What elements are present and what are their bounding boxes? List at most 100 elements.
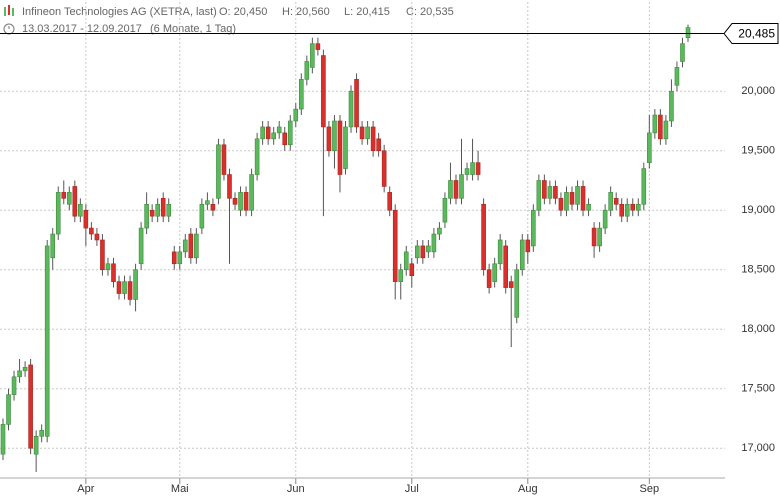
candle-body (321, 55, 326, 128)
candle-body (78, 203, 83, 217)
candle-body (376, 138, 381, 152)
candle-body (28, 364, 33, 449)
candle-body (453, 180, 459, 199)
candle-body (658, 114, 663, 140)
y-tick-label: 19,500 (741, 145, 775, 157)
candle-body (387, 192, 392, 211)
candle-body (17, 370, 22, 378)
candle-body (580, 186, 586, 211)
candle-body (431, 233, 437, 253)
x-tick-label: Sep (640, 483, 660, 495)
candle-body (630, 203, 636, 211)
ohlc-info: H: 20,560 (282, 6, 330, 18)
candle-body (89, 227, 94, 235)
candle-body (392, 209, 398, 282)
candle-body (6, 394, 11, 425)
candle-body (647, 132, 652, 163)
x-tick-label: Mai (171, 483, 189, 495)
candle-body (525, 239, 531, 253)
y-tick-label: 20,000 (741, 85, 775, 97)
header-icon (3, 5, 15, 35)
candle-body (398, 269, 404, 282)
candle-body (232, 198, 238, 205)
candle-body (149, 209, 155, 217)
candle-body (591, 227, 597, 247)
y-tick-label: 17,000 (741, 442, 775, 454)
candle-body (166, 203, 172, 217)
candle-body (669, 90, 674, 122)
candle-body (481, 203, 486, 271)
candle-body (188, 233, 194, 259)
candle-body (94, 233, 100, 241)
candle-body (55, 192, 61, 235)
candle-body (254, 138, 260, 175)
last-price-box (723, 23, 779, 45)
candle-body (127, 281, 133, 300)
candle-body (11, 376, 17, 395)
candle-body (326, 126, 332, 152)
last-price-label: 20,485 (738, 27, 775, 41)
y-tick-label: 18,500 (741, 264, 775, 276)
candle-body (210, 203, 216, 211)
candle-body (575, 186, 580, 205)
candle-body (177, 251, 183, 265)
candle-body (155, 203, 160, 217)
candle-body (271, 132, 276, 140)
candle-body (282, 132, 288, 146)
candle-body (475, 162, 481, 175)
candle-body (619, 203, 625, 217)
candle-body (564, 192, 569, 211)
candle-body (238, 192, 243, 211)
candle-body (685, 27, 691, 38)
candle-body (536, 180, 542, 211)
candle-body (370, 126, 376, 152)
candle-body (337, 120, 343, 175)
candle-body (635, 203, 641, 211)
candle-body (486, 269, 492, 288)
candle-body (83, 209, 89, 229)
candle-body (415, 245, 420, 259)
period: 13.03.2017 - 12.09.2017 (22, 23, 142, 35)
candle-body (171, 251, 177, 265)
candle-body (508, 281, 514, 288)
candle-body (569, 192, 575, 205)
candle-body (652, 114, 658, 134)
candle-body (315, 43, 321, 50)
candle-body (116, 281, 122, 294)
candle-body (464, 168, 470, 175)
candle-body (293, 108, 299, 122)
candle-body (624, 203, 630, 217)
candle-body (448, 180, 453, 199)
candle-body (100, 239, 105, 271)
ohlc-info: L: 20,415 (344, 6, 390, 18)
candle-body (0, 424, 6, 455)
x-tick-label: Jul (405, 483, 419, 495)
y-tick-label: 19,000 (741, 204, 775, 216)
candle-body (558, 198, 564, 211)
candle-body (144, 203, 149, 229)
candle-body (547, 186, 553, 199)
candle-body (205, 200, 210, 205)
candle-body (680, 43, 685, 62)
candle-body (359, 126, 365, 140)
candle-body (365, 126, 370, 140)
candle-body (160, 198, 166, 217)
x-tick-label: Apr (77, 483, 94, 495)
candle-body (497, 239, 503, 265)
candle-body (514, 269, 520, 318)
candle-body (503, 245, 509, 288)
candle-body (105, 263, 111, 271)
candle-body (519, 239, 525, 271)
candle-body (674, 67, 680, 86)
candle-body (409, 263, 415, 276)
candle-body (332, 120, 337, 152)
candle-body (492, 263, 497, 282)
ohlc-info: C: 20,535 (406, 6, 454, 18)
candle-body (72, 186, 78, 217)
candle-body (260, 126, 265, 140)
candle-body (348, 90, 354, 128)
candle-body (122, 281, 127, 294)
candle-body (420, 245, 426, 259)
candle-body (194, 233, 199, 259)
